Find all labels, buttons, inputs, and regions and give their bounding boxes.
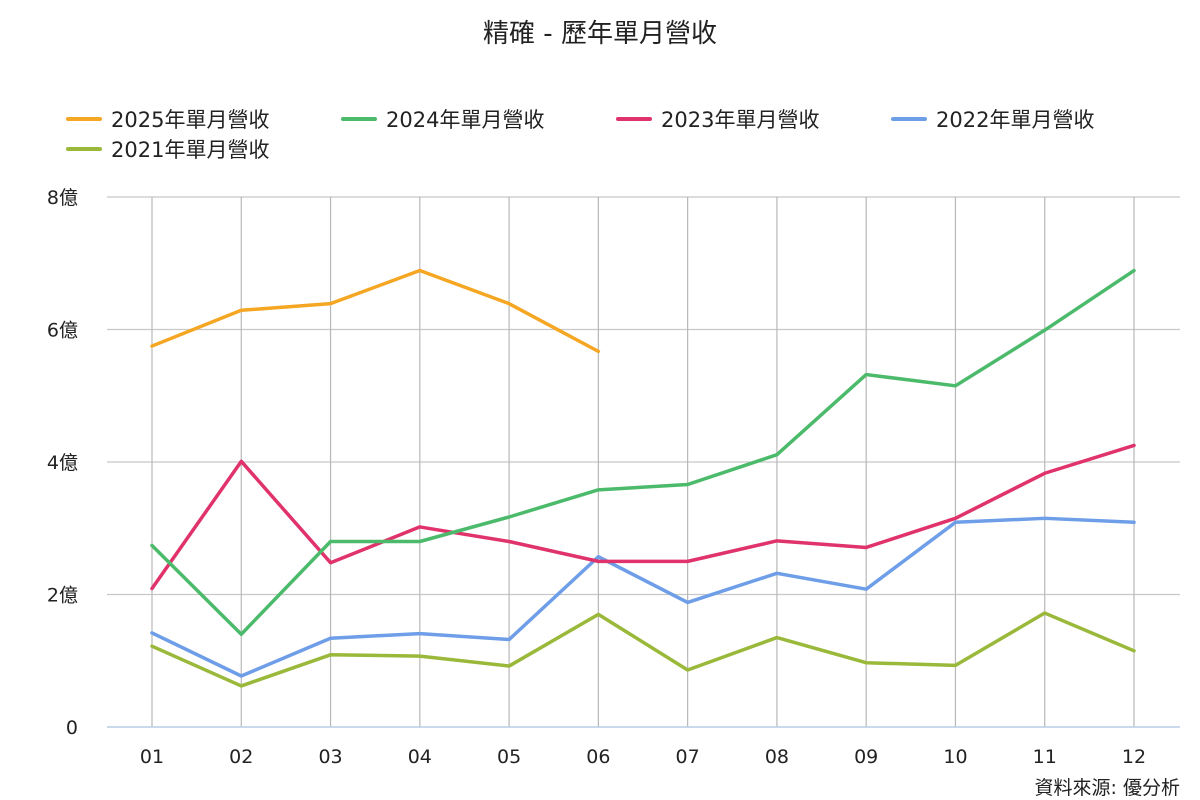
legend: 2025年單月營收 2024年單月營收 2023年單月營收 2022年單月營收 2021…	[66, 108, 1094, 162]
y-axis: 0 2億 4億 6億 8億	[47, 187, 78, 739]
legend-item: 2022年單月營收	[891, 108, 1094, 132]
legend-item: 2025年單月營收	[66, 108, 269, 132]
x-tick-label: 10	[943, 746, 967, 768]
chart-title: 精確 - 歷年單月營收	[483, 19, 717, 49]
legend-item: 2024年單月營收	[341, 108, 544, 132]
grid	[107, 196, 1180, 727]
y-tick-label: 0	[66, 717, 78, 739]
x-tick-label: 03	[318, 746, 342, 768]
legend-label: 2021年單月營收	[111, 138, 269, 162]
y-tick-label: 6億	[47, 320, 78, 342]
source-note: 資料來源: 優分析	[1035, 777, 1180, 799]
y-tick-label: 4億	[47, 452, 78, 474]
x-tick-label: 07	[676, 746, 700, 768]
legend-item: 2023年單月營收	[616, 108, 819, 132]
x-tick-label: 05	[497, 746, 521, 768]
series-line	[150, 516, 1136, 678]
x-tick-label: 12	[1122, 746, 1146, 768]
y-tick-label: 8億	[47, 187, 78, 209]
legend-label: 2022年單月營收	[936, 108, 1094, 132]
x-tick-label: 11	[1033, 746, 1057, 768]
series-line	[150, 443, 1136, 591]
legend-item: 2021年單月營收	[66, 138, 269, 162]
x-tick-label: 02	[229, 746, 253, 768]
x-axis: 01 02 03 04 05 06 07 08 09 10 11 12	[107, 726, 1180, 768]
x-tick-label: 01	[140, 746, 164, 768]
series-line	[150, 611, 1136, 688]
y-tick-label: 2億	[47, 585, 78, 607]
legend-label: 2024年單月營收	[386, 108, 544, 132]
legend-label: 2025年單月營收	[111, 108, 269, 132]
x-tick-label: 06	[586, 746, 610, 768]
x-tick-label: 08	[765, 746, 789, 768]
series-line	[150, 268, 601, 354]
plot-area	[150, 268, 1136, 688]
series-line	[150, 268, 1136, 636]
x-tick-label: 09	[854, 746, 878, 768]
legend-label: 2023年單月營收	[661, 108, 819, 132]
x-tick-label: 04	[408, 746, 432, 768]
